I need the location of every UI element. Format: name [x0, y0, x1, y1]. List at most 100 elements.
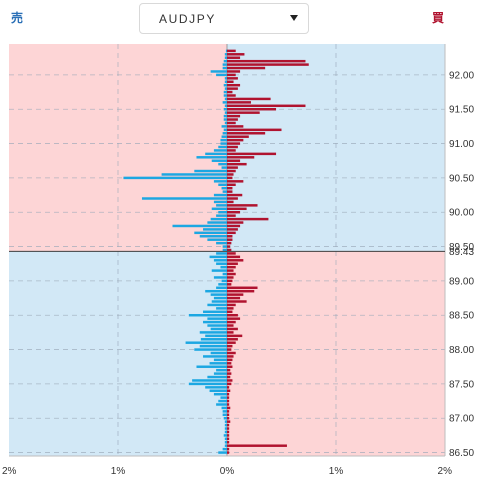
sell-bar: [223, 118, 227, 121]
sell-bar: [213, 200, 227, 204]
buy-bar: [227, 183, 236, 187]
sell-bar: [205, 334, 227, 338]
buy-bar: [227, 193, 243, 197]
buy-bar: [227, 320, 236, 324]
sell-bar: [224, 97, 227, 101]
sell-bar: [222, 413, 227, 417]
sell-bar: [203, 310, 227, 314]
sell-bar: [213, 392, 227, 396]
y-tick-label: 90.50: [449, 173, 474, 184]
sell-bar: [221, 279, 227, 283]
buy-bar: [227, 338, 238, 341]
sell-bar: [205, 289, 227, 293]
sell-bar: [218, 162, 227, 166]
y-tick-label: 86.50: [449, 448, 474, 459]
buy-bar: [227, 204, 258, 207]
sell-bar: [192, 379, 227, 382]
sell-bar: [210, 327, 227, 331]
buy-bar: [227, 300, 247, 303]
buy-bar: [227, 173, 234, 176]
buy-bar: [227, 324, 234, 327]
sell-bar: [210, 293, 227, 296]
buy-bar: [227, 368, 231, 372]
buy-bar: [227, 214, 236, 217]
buy-bar: [227, 166, 238, 169]
buy-bar: [227, 77, 238, 80]
buy-side-label: 買: [432, 11, 445, 25]
buy-bar: [227, 66, 266, 70]
buy-bar: [227, 355, 234, 358]
buy-bar: [227, 327, 238, 331]
buy-bar: [227, 169, 236, 173]
buy-bar: [227, 341, 236, 344]
sell-bar: [224, 121, 227, 125]
buy-bar: [227, 162, 247, 166]
sell-bar: [224, 111, 227, 114]
y-axis: 92.00 91.50 91.00 90.50 90.00 89.50 89.00 88.50…: [444, 44, 474, 459]
sell-bar: [210, 351, 227, 355]
sell-bar: [216, 403, 227, 406]
caret-down-icon[interactable]: [290, 15, 298, 21]
buy-bar: [227, 145, 238, 149]
sell-bar: [223, 416, 227, 420]
buy-bar: [227, 358, 233, 362]
buy-bar: [227, 331, 234, 334]
sell-bar: [213, 372, 227, 375]
buy-bar: [227, 396, 230, 399]
buy-bar: [227, 386, 230, 389]
buy-bar: [227, 293, 244, 296]
buy-bar: [227, 348, 232, 351]
sell-bar: [222, 410, 227, 413]
sell-bar: [218, 451, 227, 454]
buy-bar: [227, 334, 243, 338]
current-price-overlay: 89.43: [9, 247, 474, 258]
sell-bar: [216, 204, 227, 207]
buy-bar: [227, 410, 230, 413]
buy-bar: [227, 121, 236, 125]
currency-pair-select[interactable]: AUDJPY: [139, 3, 309, 34]
buy-bar: [227, 344, 233, 348]
sell-bar: [220, 142, 227, 145]
sell-bar: [224, 437, 227, 441]
buy-bar: [227, 317, 241, 320]
sell-bar: [220, 396, 227, 399]
sell-bar: [223, 83, 227, 87]
buy-bar: [227, 83, 241, 87]
sell-bar: [224, 420, 227, 423]
sell-bar: [216, 307, 227, 310]
sell-bar: [223, 59, 227, 63]
sell-bar: [224, 430, 227, 434]
y-tick-label: 87.50: [449, 379, 474, 390]
sell-bar: [194, 231, 227, 235]
sell-bar: [221, 166, 227, 169]
sell-bar: [205, 386, 227, 389]
buy-bar: [227, 228, 238, 231]
buy-bar: [227, 437, 230, 441]
sell-bar: [224, 53, 227, 56]
buy-bar: [227, 241, 232, 245]
buy-bar: [227, 221, 244, 224]
sell-bar: [203, 228, 227, 231]
buy-bar: [227, 365, 233, 368]
buy-bar: [227, 49, 236, 53]
buy-bar: [227, 441, 230, 444]
buy-bar: [227, 351, 236, 355]
buy-bar: [227, 111, 260, 114]
sell-bar: [222, 66, 227, 70]
currency-pair-value: AUDJPY: [159, 12, 216, 26]
sell-bar: [223, 128, 227, 132]
y-tick-label: 90.00: [449, 208, 474, 219]
sell-bar: [194, 169, 227, 173]
sell-bar: [216, 368, 227, 372]
buy-bar: [227, 416, 230, 420]
buy-bar: [227, 283, 232, 286]
sell-bar: [210, 70, 227, 73]
buy-bar: [227, 420, 231, 423]
buy-bar: [227, 375, 231, 379]
sell-bar: [199, 331, 227, 334]
sell-bar: [203, 320, 227, 324]
buy-bar: [227, 132, 266, 135]
buy-bar: [227, 210, 241, 214]
sell-bar: [221, 135, 227, 138]
buy-bar: [227, 307, 234, 310]
